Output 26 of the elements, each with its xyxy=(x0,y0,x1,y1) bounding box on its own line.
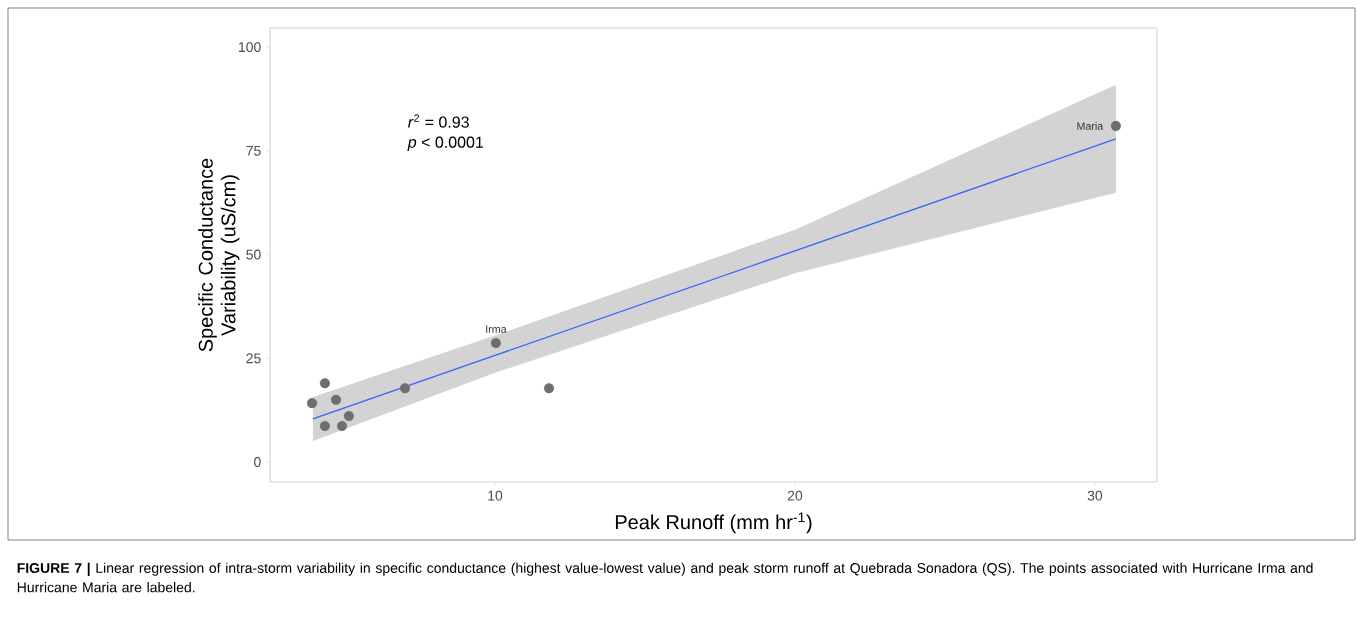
y-tick-label: 75 xyxy=(246,145,261,156)
y-axis-title: Specific Conductance Variability (uS/cm) xyxy=(198,158,240,352)
x-tick-label: 30 xyxy=(1087,490,1103,501)
y-tick-label: 0 xyxy=(254,457,261,468)
y-tick-label: 25 xyxy=(246,353,261,364)
point xyxy=(1110,120,1121,131)
point xyxy=(343,411,354,421)
line-series xyxy=(312,138,1117,420)
point xyxy=(543,383,554,394)
point xyxy=(319,378,330,389)
point xyxy=(319,420,330,431)
x-axis-title: Peak Runoff (mm hr$^{-1}$) xyxy=(615,512,812,534)
point xyxy=(331,394,342,405)
point xyxy=(337,420,347,431)
annotation: p < 0.0001 xyxy=(407,136,484,152)
x-tick-label: 20 xyxy=(787,490,803,501)
annotation: r$^{2}$ = 0.93 xyxy=(408,114,469,128)
annotation: Maria xyxy=(1077,122,1104,130)
point xyxy=(490,337,501,348)
y-tick-label: 100 xyxy=(239,42,261,53)
x-tick-label: 10 xyxy=(488,490,503,501)
y-tick-label: 50 xyxy=(246,249,261,260)
point xyxy=(400,383,410,394)
annotation: Irma xyxy=(486,325,507,333)
text: FIGURE 7 | Linear regression of intra-storm variability in specific conductance (highest value-lowest value) and peak storm runoff at Quebrada Sonadora (QS). The points associated with Hurricane Irma and Hurricane Maria are labeled. xyxy=(17,562,1313,593)
point xyxy=(307,398,318,409)
